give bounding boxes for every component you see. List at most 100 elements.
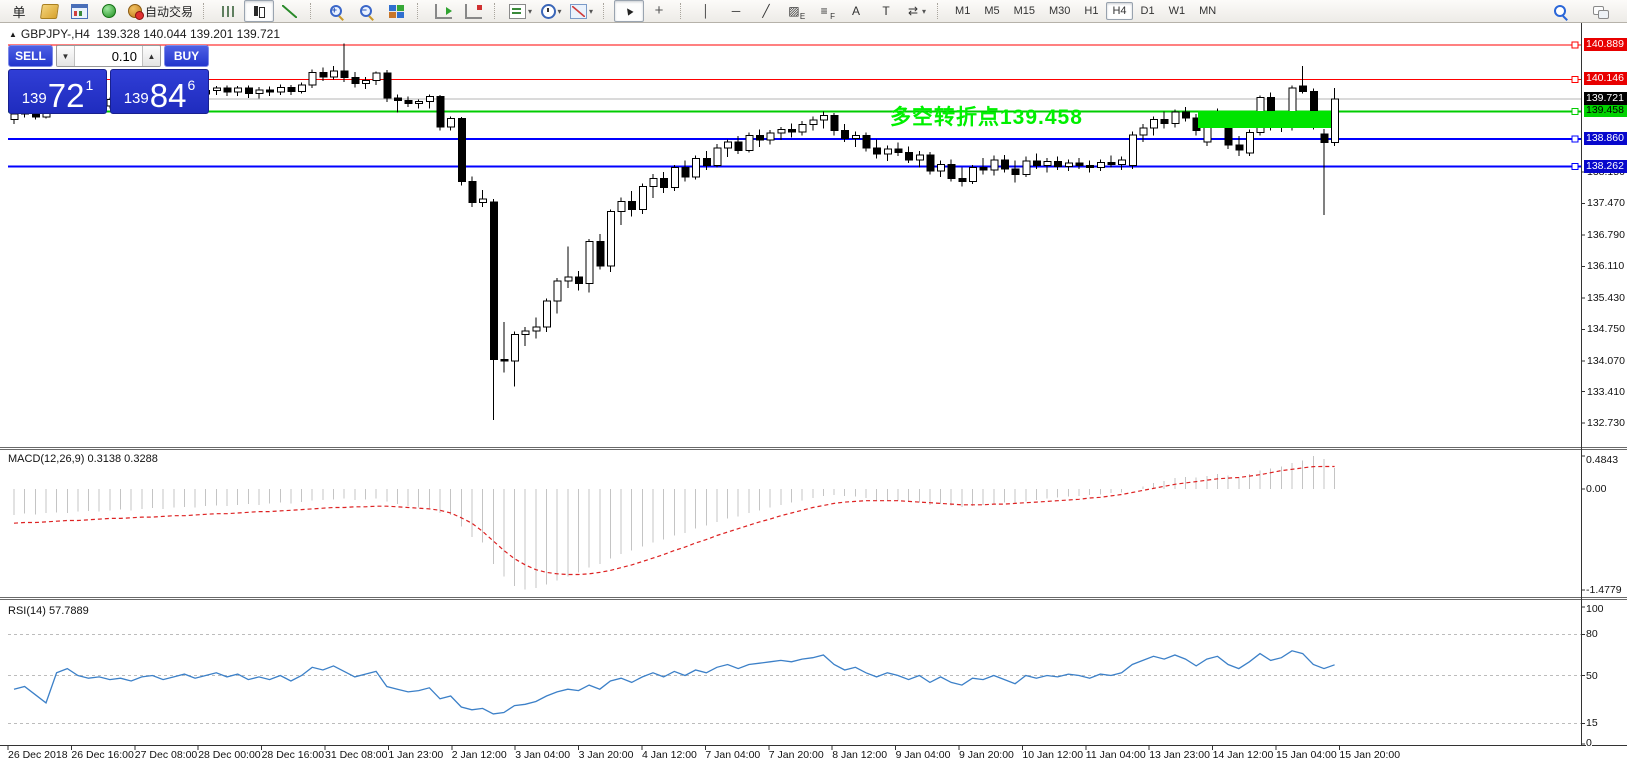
tile-windows-icon <box>388 4 404 18</box>
templates-icon[interactable]: ▾ <box>566 0 597 22</box>
archive-icon <box>39 3 59 19</box>
candlestick-chart-icon[interactable] <box>244 0 275 22</box>
volume-input[interactable]: 0.10 <box>75 46 142 66</box>
candle-body <box>319 71 328 78</box>
candle-body <box>851 134 860 140</box>
toolbar-separator <box>310 3 317 19</box>
chat-icon[interactable] <box>1585 0 1615 22</box>
buy-button[interactable]: BUY <box>164 45 209 67</box>
auto-scroll-icon[interactable] <box>428 0 458 22</box>
buy-price-box[interactable]: 139 84 6 <box>110 69 209 114</box>
archive-icon[interactable] <box>34 0 64 22</box>
bar-chart-icon[interactable] <box>214 0 244 22</box>
timeframe-m5-button[interactable]: M5 <box>984 5 1000 17</box>
candle-body <box>553 280 562 302</box>
buy-price-sup: 6 <box>187 77 196 93</box>
new-order-button[interactable]: 单 <box>12 4 26 20</box>
candle-body <box>638 185 647 210</box>
buy-price-prefix: 139 <box>123 90 149 107</box>
timeframe-m30-button[interactable]: M30 <box>1049 5 1071 17</box>
line-chart-icon[interactable] <box>274 0 304 22</box>
candle-body <box>415 100 424 104</box>
candle-body <box>756 134 764 141</box>
buy-price-big: 84 <box>149 76 187 114</box>
candle-body <box>212 87 221 91</box>
chart-area: 138.150 137.470 136.790 136.110 135.430 134.7… <box>0 23 1627 767</box>
candle-body <box>596 240 605 267</box>
chart-window-icon[interactable] <box>64 0 94 22</box>
timeframe-d1-button[interactable]: D1 <box>1140 5 1155 17</box>
pivot-annotation-text: 多空转折点139.458 <box>890 106 1083 129</box>
support-1-endpoint <box>1571 135 1579 143</box>
toolbar-separator <box>203 3 210 19</box>
sell-button[interactable]: SELL <box>8 45 53 67</box>
candle-body <box>617 201 626 213</box>
candle-body <box>468 181 477 203</box>
candle-body <box>234 87 243 93</box>
candle-body <box>511 334 520 362</box>
crosshair-icon[interactable]: + <box>654 2 664 19</box>
text-icon[interactable]: A <box>852 4 861 18</box>
pivot-green-endpoint <box>1571 107 1579 115</box>
candle-body <box>745 134 754 152</box>
candle-body <box>883 148 892 155</box>
candle-body <box>1043 161 1052 166</box>
horizontal-line-icon[interactable]: ─ <box>731 4 741 18</box>
candle-body <box>1299 85 1308 93</box>
fibonacci-icon[interactable]: ≡ F <box>820 4 835 21</box>
candle-body <box>692 157 701 178</box>
volume-increase-button[interactable]: ▲ <box>142 46 160 66</box>
chart-shift-icon[interactable] <box>458 0 488 22</box>
candle-body <box>340 70 349 78</box>
periods-icon[interactable]: ▾ <box>536 0 566 22</box>
candle-body <box>393 97 402 102</box>
candle-body <box>383 72 392 99</box>
signals-icon[interactable] <box>94 0 124 22</box>
timeframe-h4-button[interactable]: H4 <box>1106 2 1133 20</box>
text-label-icon[interactable]: T <box>882 4 890 18</box>
candle-body <box>969 167 977 183</box>
search-icon[interactable] <box>1545 0 1575 22</box>
timeframe-w1-button[interactable]: W1 <box>1168 5 1186 17</box>
timeframe-mn-button[interactable]: MN <box>1199 5 1217 17</box>
cursor-icon[interactable]: ► <box>614 0 645 22</box>
arrows-icon[interactable]: ⇄ ▾ <box>908 4 927 18</box>
candle-body <box>905 151 914 161</box>
candle-body <box>447 118 456 128</box>
candle-body <box>830 114 839 132</box>
timeframe-m15-button[interactable]: M15 <box>1013 5 1036 17</box>
new-chart-icon[interactable]: ▾ <box>505 0 536 22</box>
toolbar-separator <box>603 3 610 19</box>
candle-body <box>1128 134 1137 166</box>
candle-body <box>351 76 360 84</box>
equidistant-channel-icon[interactable]: ▨ E <box>788 4 806 21</box>
candle-body <box>862 134 871 149</box>
candle-body <box>1150 119 1159 129</box>
candle-body <box>660 177 669 189</box>
candle-body <box>947 163 956 179</box>
trendline-icon[interactable]: ╱ <box>762 4 770 18</box>
timeframe-m1-button[interactable]: M1 <box>955 5 971 17</box>
zoom-in-icon[interactable]: + <box>321 0 351 22</box>
chart-canvas[interactable] <box>0 23 1627 767</box>
ohlc-values: 139.328 140.044 139.201 139.721 <box>96 27 281 41</box>
candle-body <box>585 240 594 285</box>
chart-title: ▲ GBPJPY-,H4 139.328 140.044 139.201 139.… <box>9 27 280 41</box>
candle-body <box>606 211 615 267</box>
timeframe-h1-button[interactable]: H1 <box>1084 5 1099 17</box>
volume-decrease-button[interactable]: ▼ <box>57 46 75 66</box>
tile-windows-icon[interactable] <box>381 0 411 22</box>
zoom-out-icon[interactable]: − <box>351 0 381 22</box>
sell-price-box[interactable]: 139 72 1 <box>8 69 107 114</box>
vertical-line-icon[interactable]: │ <box>702 4 710 18</box>
sell-price-sup: 1 <box>85 77 94 93</box>
candle-body <box>734 141 743 152</box>
symbol-period-label: GBPJPY-,H4 <box>20 27 90 41</box>
toolbar-separator <box>680 3 687 19</box>
candle-body <box>915 154 924 161</box>
candle-body <box>1096 162 1105 169</box>
candle-body <box>894 148 903 153</box>
auto-trading-button[interactable]: 自动交易 <box>124 0 197 22</box>
candle-body <box>926 154 935 172</box>
candle-body <box>1107 162 1116 165</box>
